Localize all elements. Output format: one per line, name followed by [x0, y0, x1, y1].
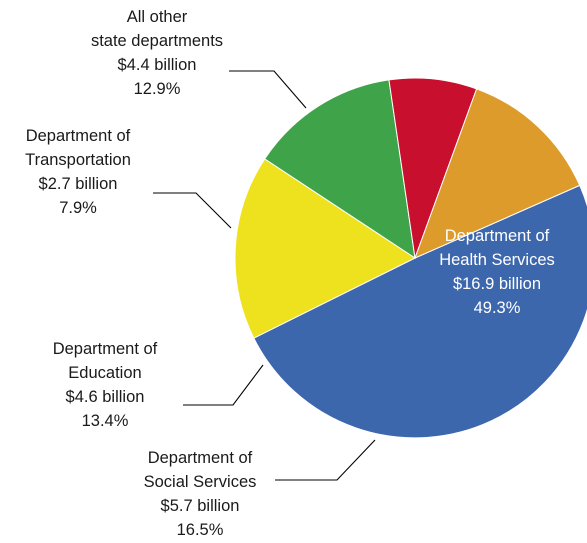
pie-slice-all-other-state-departments [414, 88, 581, 259]
slice-name-line: Department of [53, 340, 158, 358]
slice-value-label: $5.7 billion [161, 497, 240, 515]
slice-name-line: Department of [148, 449, 253, 467]
slice-name-line: Education [68, 364, 141, 382]
slice-label-department-of-transportation: Department of Transportation $2.7 billion 7… [25, 127, 131, 217]
slice-percent-label: 7.9% [59, 199, 97, 217]
slice-name-line: state departments [91, 32, 223, 50]
pie-slice-department-of-education [264, 79, 416, 260]
slice-percent-label: 16.5% [177, 521, 224, 539]
slice-name-line: All other [127, 8, 188, 26]
slice-name-line: Transportation [25, 151, 131, 169]
slice-label-department-of-education: Department of Education $4.6 billion 13.4% [53, 340, 158, 430]
leader-lines [153, 70, 376, 481]
slice-label-department-of-health-services: Department of Health Services $16.9 billio… [439, 227, 555, 317]
slice-name-line: Department of [26, 127, 131, 145]
slice-percent-label: 49.3% [474, 299, 521, 317]
slice-label-all-other-state-departments: All other state departments $4.4 billion 12… [91, 8, 223, 98]
slice-value-label: $2.7 billion [39, 175, 118, 193]
slice-label-department-of-social-services: Department of Social Services $5.7 billion… [144, 449, 257, 539]
slice-name-line: Social Services [144, 473, 257, 491]
pie-slices [234, 77, 587, 439]
slice-value-label: $4.4 billion [118, 56, 197, 74]
slice-labels: Department of Health Services $16.9 billio… [25, 8, 555, 539]
slice-name-line: Health Services [439, 251, 555, 269]
slice-value-label: $4.6 billion [66, 388, 145, 406]
pie-slice-department-of-health-services [253, 184, 587, 439]
slice-percent-label: 13.4% [82, 412, 129, 430]
slice-name-line: Department of [445, 227, 550, 245]
leader-line-department-of-social-services [275, 439, 376, 481]
leader-line-department-of-education [183, 364, 264, 406]
slice-value-label: $16.9 billion [453, 275, 541, 293]
leader-line-department-of-transportation [153, 192, 232, 229]
pie-slice-department-of-social-services [234, 158, 417, 339]
slice-percent-label: 12.9% [134, 80, 181, 98]
leader-line-all-other-state-departments [229, 70, 307, 109]
